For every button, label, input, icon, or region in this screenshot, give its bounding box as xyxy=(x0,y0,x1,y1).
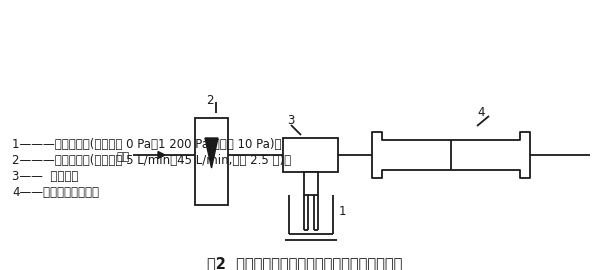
Text: 1———水柱压力计(测量范围 0 Pa～1 200 Pa,分度值 10 Pa)；: 1———水柱压力计(测量范围 0 Pa～1 200 Pa,分度值 10 Pa)； xyxy=(12,138,281,151)
Bar xyxy=(283,138,338,172)
Text: 4——呼气阀或吸气阀。: 4——呼气阀或吸气阀。 xyxy=(12,186,99,199)
Text: 气源: 气源 xyxy=(117,152,130,162)
Text: 2: 2 xyxy=(206,93,214,106)
Polygon shape xyxy=(205,138,218,168)
Text: 1: 1 xyxy=(339,205,346,218)
Text: 图2  呼气阀和吸气阀的通气阻力测定装置示意图: 图2 呼气阀和吸气阀的通气阻力测定装置示意图 xyxy=(207,256,403,270)
Bar xyxy=(195,118,228,205)
Text: 3: 3 xyxy=(287,113,295,127)
Text: 4: 4 xyxy=(477,106,485,119)
Text: 3——  三通管；: 3—— 三通管； xyxy=(12,170,78,183)
Text: 2———转子流量计(测量范围 5 L/min～45 L/min,精度 2.5 级)；: 2———转子流量计(测量范围 5 L/min～45 L/min,精度 2.5 级… xyxy=(12,154,291,167)
Bar xyxy=(304,172,317,195)
Polygon shape xyxy=(158,151,165,158)
